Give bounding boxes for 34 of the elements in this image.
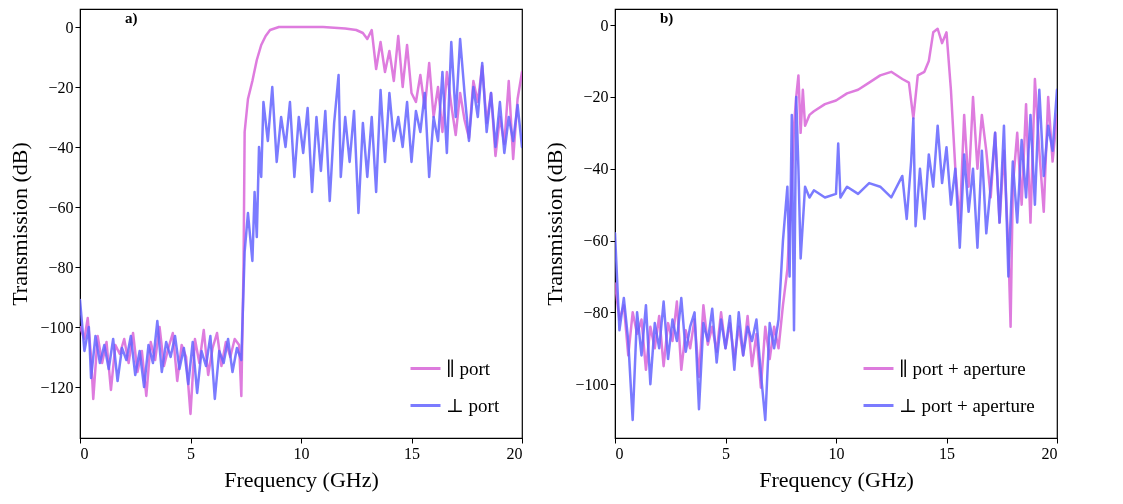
x-tick-label: 0 [80,444,89,462]
legend-label: ⊥ port [446,394,500,416]
x-tick-label: 0 [615,444,624,462]
x-tick-label: 10 [293,444,310,462]
y-tick-label: −80 [48,258,74,276]
y-tick-label: −120 [40,378,74,396]
x-tick-label: 5 [187,444,195,462]
x-tick-label: 20 [506,444,523,462]
y-tick-label: 0 [600,16,609,34]
chart-title: a) [125,10,138,27]
chart-title: b) [660,10,674,27]
y-tick-label: −20 [583,88,609,106]
y-tick-label: −60 [48,198,74,216]
legend-label: ⊥ port + aperture [899,394,1035,416]
y-tick-label: −100 [40,318,74,336]
x-tick-label: 20 [1041,444,1058,462]
legend-label: ∥ port [446,357,491,379]
y-tick-label: −20 [48,78,74,96]
x-axis-title: Frequency (GHz) [759,466,914,492]
y-tick-label: −40 [48,138,74,156]
x-tick-label: 15 [404,444,420,462]
y-tick-label: 0 [65,18,74,36]
x-axis-title: Frequency (GHz) [224,466,379,492]
x-tick-label: 15 [939,444,955,462]
y-tick-label: −80 [583,303,609,321]
legend-label: ∥ port + aperture [899,357,1026,379]
line-series [615,88,1057,422]
y-axis-title: Transmission (dB) [7,142,33,306]
x-tick-label: 10 [828,444,845,462]
x-tick-label: 5 [722,444,730,462]
y-tick-label: −40 [583,160,609,178]
y-tick-label: −60 [583,232,609,250]
y-axis-title: Transmission (dB) [542,142,568,306]
y-tick-label: −100 [575,375,609,393]
